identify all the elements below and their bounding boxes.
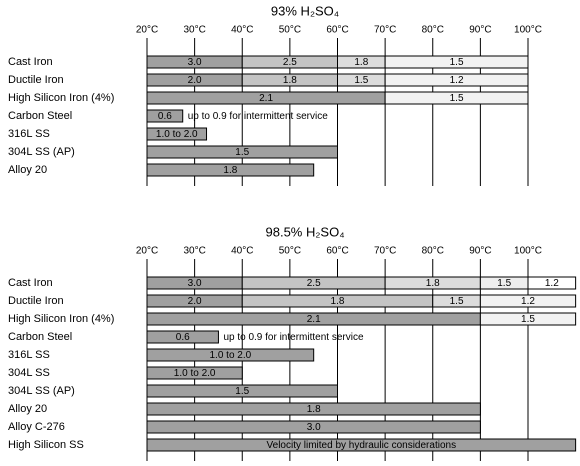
bar-label: 1.5 (235, 386, 249, 397)
row-label: 304L SS (AP) (8, 146, 75, 158)
x-tick-label: 20°C (136, 246, 158, 257)
bar-label: 1.8 (331, 296, 345, 307)
row-label: Alloy 20 (8, 403, 47, 415)
range-bar (384, 55, 529, 69)
bar-label: 1.0 to 2.0 (174, 368, 216, 379)
range-bar (384, 73, 529, 87)
bar-label: 1.5 (521, 314, 535, 325)
bar-label: 1.2 (521, 296, 535, 307)
bar-label: 1.8 (283, 75, 297, 86)
range-bar (146, 127, 208, 141)
range-bar (146, 109, 184, 123)
bar-label: 1.5 (235, 147, 249, 158)
x-tick-label: 40°C (231, 246, 253, 257)
bar-label: 2.1 (307, 314, 321, 325)
x-tick-label: 50°C (279, 246, 301, 257)
note: up to 0.9 for intermittent service (188, 111, 329, 122)
row-label: 316L SS (8, 349, 50, 361)
bar-label: 1.2 (545, 278, 559, 289)
row-label: Alloy C-276 (8, 421, 65, 433)
range-bar (146, 438, 577, 452)
row-label: Carbon Steel (8, 331, 72, 343)
range-bar (146, 145, 338, 159)
bar-label: 1.8 (307, 404, 321, 415)
bar-label: 1.5 (450, 296, 464, 307)
range-bar (146, 366, 243, 380)
bar-label: 1.5 (450, 93, 464, 104)
range-bar (479, 312, 577, 326)
bar-label: 3.0 (188, 278, 202, 289)
bar-label: 1.8 (426, 278, 440, 289)
range-bar (384, 91, 529, 105)
x-tick-label: 50°C (279, 25, 301, 36)
bar-label: 1.8 (354, 57, 368, 68)
bar-label: Velocity limited by hydraulic considerat… (267, 440, 457, 451)
x-tick-label: 100°C (514, 25, 542, 36)
range-bar (479, 294, 577, 308)
row-label: Alloy 20 (8, 164, 47, 176)
row-label: Carbon Steel (8, 110, 72, 122)
note: up to 0.9 for intermittent service (223, 332, 364, 343)
x-tick-label: 80°C (422, 25, 444, 36)
bar-label: 1.5 (450, 57, 464, 68)
row-label: High Silicon Iron (4%) (8, 313, 114, 325)
row-label: Cast Iron (8, 277, 53, 289)
bar-label: 1.0 to 2.0 (156, 129, 198, 140)
range-bar (146, 420, 481, 434)
x-tick-label: 20°C (136, 25, 158, 36)
x-tick-label: 80°C (422, 246, 444, 257)
row-label: 316L SS (8, 128, 50, 140)
row-label: 304L SS (8, 367, 50, 379)
bar-label: 2.5 (283, 57, 297, 68)
row-label: Ductile Iron (8, 74, 64, 86)
range-bar (146, 163, 315, 177)
bar-label: 1.5 (497, 278, 511, 289)
range-bar (146, 348, 315, 362)
bar-label: 2.1 (259, 93, 273, 104)
bar-label: 1.5 (354, 75, 368, 86)
x-tick-label: 40°C (231, 25, 253, 36)
bar-label: 2.5 (307, 278, 321, 289)
bar-label: 3.0 (307, 422, 321, 433)
x-tick-label: 30°C (183, 25, 205, 36)
x-tick-label: 60°C (326, 246, 348, 257)
range-bar (146, 384, 338, 398)
range-bar (527, 276, 577, 290)
row-label: High Silicon Iron (4%) (8, 92, 114, 104)
range-bar (146, 330, 219, 344)
bar-label: 1.8 (223, 165, 237, 176)
row-label: Ductile Iron (8, 295, 64, 307)
bar-label: 3.0 (188, 57, 202, 68)
chart-title: 93% H₂SO₄ (271, 3, 339, 18)
bar-label: 2.0 (188, 296, 202, 307)
chart-title: 98.5% H₂SO₄ (266, 224, 345, 239)
row-label: Cast Iron (8, 56, 53, 68)
bar-label: 1.2 (450, 75, 464, 86)
x-tick-label: 90°C (469, 246, 491, 257)
x-tick-label: 90°C (469, 25, 491, 36)
x-tick-label: 70°C (374, 246, 396, 257)
range-bar (146, 402, 481, 416)
bar-label: 0.6 (158, 111, 172, 122)
row-label: 304L SS (AP) (8, 385, 75, 397)
x-tick-label: 70°C (374, 25, 396, 36)
x-tick-label: 30°C (183, 246, 205, 257)
x-tick-label: 100°C (514, 246, 542, 257)
x-tick-label: 60°C (326, 25, 348, 36)
bar-label: 1.0 to 2.0 (209, 350, 251, 361)
bar-label: 0.6 (176, 332, 190, 343)
row-label: High Silicon SS (8, 439, 84, 451)
bar-label: 2.0 (188, 75, 202, 86)
